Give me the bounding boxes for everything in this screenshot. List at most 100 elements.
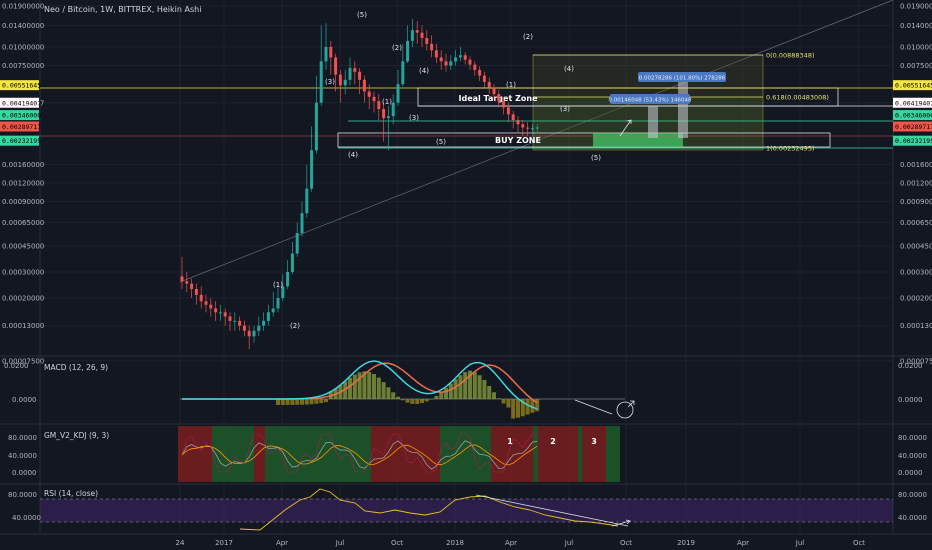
macd-histogram-bar — [511, 399, 516, 419]
kdj-block — [265, 426, 305, 482]
rsi-pane: RSI (14, close) 80.0000 40.0000 80.0000 … — [8, 488, 927, 531]
macd-histogram — [276, 370, 540, 419]
kdj-pane: GM_V2_KDJ (9, 3) 80.0000 40.0000 0.0000 … — [8, 426, 927, 482]
time-tick: Jul — [335, 539, 345, 547]
macd-histogram-bar — [381, 382, 386, 399]
candle-body — [377, 101, 381, 110]
macd-histogram-bar — [285, 399, 290, 405]
candle-body — [482, 75, 486, 82]
price-badge — [0, 135, 39, 146]
candle-body — [271, 308, 275, 313]
price-badge — [0, 97, 39, 108]
candle-body — [262, 320, 266, 326]
candle-body — [362, 79, 366, 92]
macd-histogram-bar — [492, 392, 496, 399]
candle-body — [434, 50, 438, 58]
candle-body — [454, 57, 458, 62]
price-tick-left: 0.01000000 — [2, 44, 44, 52]
kdj-tick-80-right: 80.0000 — [898, 434, 927, 442]
fib-label-bottom: 1(0.00232495) — [766, 145, 815, 153]
price-tick-right: 0.01400000 — [900, 22, 932, 30]
time-tick: 2018 — [446, 539, 464, 547]
candle-body — [353, 68, 357, 72]
zones: 0.00278286 (101.80%) 278286 0.00146048 (… — [0, 52, 893, 153]
price-tick-right: 0.01000000 — [900, 44, 932, 52]
candle-body — [257, 325, 261, 331]
kdj-background — [178, 426, 620, 482]
price-badge-label: 0.00419407 — [2, 99, 41, 107]
price-tick-left: 0.00750000 — [2, 62, 44, 70]
kdj-tick-0-right: 0.0000 — [898, 469, 923, 477]
price-tick-left: 0.00013000 — [2, 322, 44, 330]
rsi-arrow — [611, 519, 631, 527]
wave-label: (1) — [382, 98, 392, 106]
candle-body — [449, 61, 453, 66]
macd-histogram-bar — [357, 372, 362, 399]
candle-body — [247, 330, 251, 337]
kdj-marker-1: 1 — [507, 437, 513, 446]
price-badge-label: 0.00232195 — [2, 137, 41, 145]
macd-histogram-bar — [434, 395, 439, 399]
price-tick-right: 0.00020000 — [900, 295, 932, 303]
kdj-marker-2: 2 — [550, 437, 556, 446]
price-badge-label: 0.00346000 — [2, 112, 41, 120]
candle-body — [319, 61, 323, 103]
macd-histogram-bar — [506, 399, 511, 408]
rsi-title: RSI (14, close) — [44, 489, 98, 498]
macd-histogram-bar — [280, 399, 285, 405]
kdj-block — [538, 426, 578, 482]
macd-histogram-bar — [367, 371, 372, 399]
kdj-block — [606, 426, 620, 482]
macd-histogram-bar — [439, 392, 444, 399]
macd-pane: MACD (12, 26, 9) 0.0200 0.0000 0.0200 0.… — [4, 360, 923, 419]
price-tick-right: 0.00090000 — [900, 198, 932, 206]
macd-histogram-bar — [324, 399, 328, 403]
macd-histogram-bar — [487, 385, 492, 399]
candle-body — [406, 40, 410, 62]
price-tick-left: 0.00160000 — [2, 161, 44, 169]
candle-body — [497, 94, 501, 102]
kdj-block — [212, 426, 254, 482]
macd-histogram-bar — [448, 383, 453, 399]
candle-body — [502, 101, 506, 108]
price-tick-left: 0.00045000 — [2, 242, 44, 250]
price-tick-left: 0.00065000 — [2, 219, 44, 227]
macd-histogram-bar — [319, 399, 324, 404]
price-badge-label: 0.00551645 — [895, 82, 932, 90]
kdj-block — [582, 426, 606, 482]
wave-label: (2) — [523, 33, 533, 41]
wave-label: (5) — [591, 154, 601, 162]
macd-histogram-bar — [463, 372, 468, 399]
kdj-d-line — [181, 444, 538, 466]
rsi-tick-80-left: 80.0000 — [8, 491, 37, 499]
macd-histogram-bar — [424, 399, 429, 402]
macd-tick-top-right: 0.0200 — [898, 362, 923, 370]
price-tick-left: 0.00007500 — [2, 357, 44, 365]
long-trend-line — [179, 0, 894, 283]
kdj-block — [491, 426, 533, 482]
macd-line — [182, 360, 538, 410]
candle-body — [358, 71, 362, 80]
time-tick: 2019 — [677, 539, 695, 547]
time-tick: Apr — [505, 539, 517, 547]
candle-body — [329, 47, 333, 58]
time-tick: Jul — [564, 539, 574, 547]
wave-label: (2) — [290, 322, 300, 330]
candle-body — [338, 74, 342, 86]
candle-body — [314, 102, 318, 151]
macd-arrow — [627, 400, 635, 408]
buy-zone-label: BUY ZONE — [495, 136, 541, 145]
candle-body — [372, 96, 376, 102]
kdj-block — [325, 426, 371, 482]
macd-histogram-bar — [372, 374, 376, 399]
kdj-block — [578, 426, 582, 482]
rsi-tick-40-right: 40.0000 — [898, 514, 927, 522]
price-tick-right: 0.00013000 — [900, 322, 932, 330]
macd-histogram-bar — [405, 399, 410, 403]
kdj-tick-40-right: 40.0000 — [898, 452, 927, 460]
candle-body — [430, 43, 434, 51]
price-badge — [0, 80, 39, 91]
buy-zone-fill — [593, 133, 683, 147]
candle-body — [415, 30, 419, 33]
candle-body — [290, 253, 294, 272]
